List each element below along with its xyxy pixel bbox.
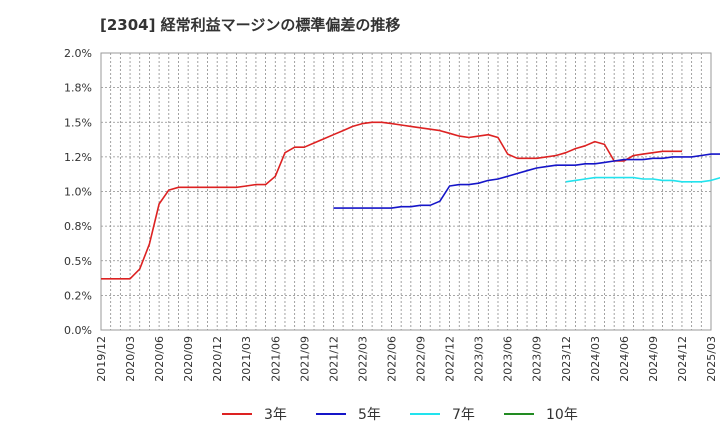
x-tick-label: 2023/06: [502, 336, 515, 382]
y-axis: 0.0% 0.2% 0.5% 0.8% 1.0% 1.2% 1.5% 1.8% 2.0%: [64, 47, 92, 337]
x-axis: 2019/12 2020/03 2020/06 2020/09 2020/12 2021/…: [95, 336, 718, 382]
x-tick-label: 2024/09: [647, 336, 660, 382]
y-tick-label: 2.0%: [64, 47, 92, 60]
x-tick-label: 2024/06: [618, 336, 631, 382]
series-line: [565, 176, 720, 183]
x-tick-label: 2023/12: [560, 336, 573, 382]
x-tick-label: 2022/06: [385, 336, 398, 382]
series-line: [101, 121, 682, 280]
plot-area-border: [100, 52, 712, 331]
x-tick-label: 2024/12: [676, 336, 689, 382]
y-tick-label: 1.0%: [64, 186, 92, 199]
y-tick-label: 0.5%: [64, 255, 92, 268]
legend-label: 7年: [452, 407, 475, 423]
grid: [100, 52, 712, 331]
x-tick-label: 2021/12: [327, 336, 340, 382]
x-tick-label: 2020/03: [124, 336, 137, 382]
y-tick-label: 1.5%: [64, 116, 92, 129]
x-tick-label: 2019/12: [95, 336, 108, 382]
x-tick-label: 2021/09: [298, 336, 311, 382]
chart-title: [2304] 経常利益マージンの標準偏差の推移: [100, 16, 401, 34]
x-tick-label: 2022/12: [444, 336, 457, 382]
legend-label: 5年: [358, 407, 381, 423]
x-tick-label: 2024/03: [589, 336, 602, 382]
x-tick-label: 2020/06: [153, 336, 166, 382]
x-tick-label: 2020/12: [211, 336, 224, 382]
y-tick-label: 0.0%: [64, 324, 92, 337]
x-tick-label: 2021/03: [240, 336, 253, 382]
x-tick-label: 2023/09: [531, 336, 544, 382]
y-tick-label: 1.2%: [64, 151, 92, 164]
series-line: [333, 153, 720, 209]
legend-label: 3年: [264, 407, 287, 423]
legend-label: 10年: [546, 407, 578, 423]
x-tick-label: 2023/03: [473, 336, 486, 382]
x-tick-label: 2020/09: [182, 336, 195, 382]
y-tick-label: 0.2%: [64, 289, 92, 302]
y-tick-label: 1.8%: [64, 82, 92, 95]
legend: 3年 5年 7年 10年: [222, 407, 578, 423]
series-group: [101, 121, 720, 280]
y-tick-label: 0.8%: [64, 220, 92, 233]
x-tick-label: 2025/03: [705, 336, 718, 382]
x-tick-label: 2021/06: [269, 336, 282, 382]
x-tick-label: 2022/09: [415, 336, 428, 382]
x-tick-label: 2022/03: [356, 336, 369, 382]
